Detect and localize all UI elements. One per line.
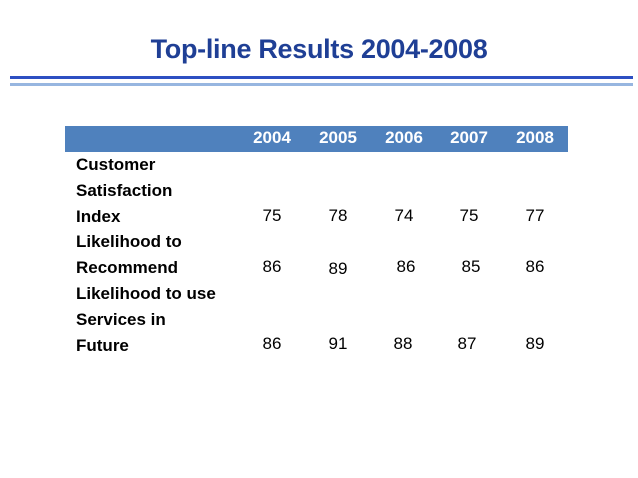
table-cell: 86 [242, 334, 302, 354]
table-cell: 89 [308, 259, 368, 279]
table-cell: 86 [376, 257, 436, 277]
table-cell: 91 [308, 334, 368, 354]
row-label-line: Customer [76, 155, 155, 175]
row-label-line: Satisfaction [76, 181, 172, 201]
table-cell: 75 [242, 206, 302, 226]
header-year-2008: 2008 [500, 128, 570, 148]
title-divider-light [10, 83, 633, 86]
row-label-line: Services in [76, 310, 166, 330]
table-cell: 75 [439, 206, 499, 226]
table-cell: 85 [441, 257, 501, 277]
table-cell: 78 [308, 206, 368, 226]
table-cell: 88 [373, 334, 433, 354]
header-year-2007: 2007 [434, 128, 504, 148]
row-label-line: Recommend [76, 258, 178, 278]
table-cell: 87 [437, 334, 497, 354]
title-divider-dark [10, 76, 633, 79]
header-year-2005: 2005 [303, 128, 373, 148]
header-year-2006: 2006 [369, 128, 439, 148]
row-label-line: Index [76, 207, 120, 227]
table-cell: 86 [242, 257, 302, 277]
row-label-line: Likelihood to use [76, 284, 216, 304]
row-label-line: Future [76, 336, 129, 356]
slide-title: Top-line Results 2004-2008 [0, 34, 638, 65]
table-cell: 89 [505, 334, 565, 354]
header-year-2004: 2004 [237, 128, 307, 148]
table-cell: 74 [374, 206, 434, 226]
row-label-line: Likelihood to [76, 232, 182, 252]
table-cell: 77 [505, 206, 565, 226]
table-cell: 86 [505, 257, 565, 277]
